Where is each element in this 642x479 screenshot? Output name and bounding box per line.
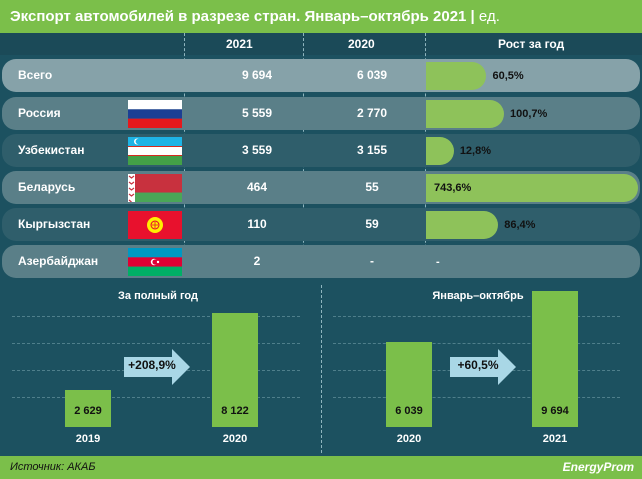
- growth-percent: 86,4%: [504, 219, 536, 231]
- page-title: Экспорт автомобилей в разрезе стран. Янв…: [10, 8, 475, 25]
- growth-percent: 743,6%: [434, 182, 472, 194]
- belarus-flag-icon: [128, 174, 182, 202]
- bar-value-label: 6 039: [395, 405, 423, 417]
- chart-title: Январь–октябрь: [432, 290, 524, 302]
- growth-bar: [426, 137, 454, 165]
- growth-bar: [426, 211, 499, 239]
- gridline: [12, 397, 300, 398]
- energyprom-logo: EnergyProm: [562, 460, 634, 474]
- growth-label: +208,9%: [128, 358, 176, 372]
- bar: [532, 291, 578, 427]
- gridline: [12, 316, 300, 317]
- growth-percent: 100,7%: [510, 108, 548, 120]
- bar: [212, 313, 258, 427]
- growth-percent: 60,5%: [492, 70, 524, 82]
- table-row: Кыргызстан 110 59 86,4%: [2, 208, 640, 241]
- chart-title: За полный год: [118, 290, 198, 302]
- growth-percent: 12,8%: [459, 145, 492, 157]
- x-tick-label: 2021: [542, 433, 568, 445]
- row-country-name: Россия: [18, 106, 61, 120]
- uzbekistan-flag-icon: [128, 137, 182, 165]
- gridline: [333, 397, 620, 398]
- value-2020: 6 039: [356, 68, 388, 82]
- bar: [65, 390, 111, 427]
- growth-bar: [426, 174, 638, 202]
- x-tick-label: 2019: [75, 433, 101, 445]
- table-row: Всего 9 694 6 039 60,5%: [2, 59, 640, 92]
- table-row: Беларусь 464 55 743,6%: [2, 171, 640, 204]
- growth-arrow: +60,5%: [446, 349, 518, 385]
- row-country-name: Беларусь: [18, 180, 76, 194]
- table-row: Азербайджан 2 - -: [2, 245, 640, 278]
- header-2021: 2021: [226, 37, 253, 51]
- value-2021: 110: [247, 217, 267, 231]
- russia-flag-icon: [128, 100, 182, 128]
- gridline: [333, 316, 620, 317]
- footer: Источник: АКАБ EnergyProm: [0, 456, 642, 479]
- value-2021: 9 694: [241, 68, 273, 82]
- azerbaijan-flag-icon: [128, 248, 182, 276]
- value-2020: 59: [365, 217, 379, 231]
- bar: [386, 342, 432, 427]
- growth-percent: -: [436, 256, 440, 268]
- row-country-name: Кыргызстан: [18, 217, 91, 231]
- growth-bar: [426, 62, 487, 90]
- growth-arrow: +208,9%: [120, 349, 192, 385]
- growth-bar: [426, 100, 504, 128]
- x-tick-label: 2020: [396, 433, 422, 445]
- table-row: Россия 5 559 2 770 100,7%: [2, 97, 640, 130]
- kyrgyzstan-flag-icon: [128, 211, 182, 239]
- bar-value-label: 8 122: [221, 405, 249, 417]
- growth-label: +60,5%: [457, 358, 499, 372]
- value-2020: -: [370, 254, 374, 268]
- value-2021: 2: [253, 254, 261, 268]
- header-2020: 2020: [348, 37, 375, 51]
- gridline: [333, 343, 620, 344]
- title-bar: Экспорт автомобилей в разрезе стран. Янв…: [0, 0, 642, 33]
- table-header: 2021 2020 Рост за год: [0, 33, 642, 55]
- x-tick-label: 2020: [222, 433, 248, 445]
- title-unit: ед.: [474, 8, 500, 25]
- row-country-name: Азербайджан: [18, 254, 99, 268]
- gridline: [12, 343, 300, 344]
- header-growth: Рост за год: [498, 37, 565, 51]
- value-2020: 55: [365, 180, 379, 194]
- table-row: Узбекистан 3 559 3 155 12,8%: [2, 134, 640, 167]
- row-country-name: Всего: [18, 68, 53, 82]
- source-text: Источник: АКАБ: [10, 461, 96, 473]
- bar-value-label: 2 629: [74, 405, 102, 417]
- section-divider: [321, 285, 322, 453]
- bar-value-label: 9 694: [541, 405, 569, 417]
- value-2021: 5 559: [241, 106, 273, 120]
- value-2020: 2 770: [356, 106, 388, 120]
- value-2021: 3 559: [241, 143, 273, 157]
- value-2020: 3 155: [356, 143, 388, 157]
- value-2021: 464: [246, 180, 268, 194]
- row-country-name: Узбекистан: [18, 143, 85, 157]
